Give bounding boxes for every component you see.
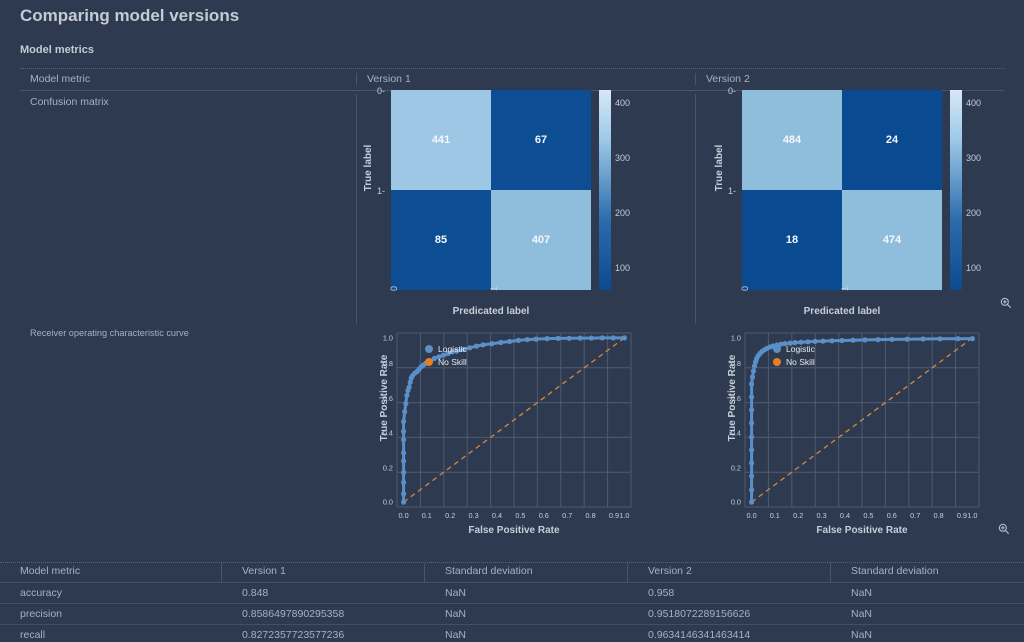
svg-text:0.7: 0.7 xyxy=(562,511,572,520)
svg-text:0.6: 0.6 xyxy=(383,394,393,403)
svg-text:0.6: 0.6 xyxy=(731,394,741,403)
svg-text:0.0: 0.0 xyxy=(399,511,409,520)
svg-text:1.0: 1.0 xyxy=(383,334,393,343)
svg-text:0.2: 0.2 xyxy=(731,464,741,473)
svg-text:0.8: 0.8 xyxy=(731,359,741,368)
svg-text:1.0: 1.0 xyxy=(731,334,741,343)
svg-text:0.7: 0.7 xyxy=(910,511,920,520)
svg-text:0.6: 0.6 xyxy=(539,511,549,520)
svg-text:0.0: 0.0 xyxy=(747,511,757,520)
svg-text:0.4: 0.4 xyxy=(492,511,502,520)
svg-text:0.6: 0.6 xyxy=(887,511,897,520)
svg-text:0.2: 0.2 xyxy=(445,511,455,520)
svg-text:0.2: 0.2 xyxy=(793,511,803,520)
svg-text:0.2: 0.2 xyxy=(383,464,393,473)
svg-text:1.0: 1.0 xyxy=(967,511,977,520)
svg-text:0.4: 0.4 xyxy=(383,429,393,438)
svg-text:0.1: 0.1 xyxy=(770,511,780,520)
svg-text:0.8: 0.8 xyxy=(586,511,596,520)
svg-text:0.1: 0.1 xyxy=(422,511,432,520)
svg-text:0.4: 0.4 xyxy=(840,511,850,520)
svg-text:0.0: 0.0 xyxy=(731,498,741,507)
svg-text:0.9: 0.9 xyxy=(609,511,619,520)
svg-text:0.3: 0.3 xyxy=(469,511,479,520)
svg-text:0.3: 0.3 xyxy=(817,511,827,520)
svg-text:0.5: 0.5 xyxy=(863,511,873,520)
svg-text:0.5: 0.5 xyxy=(515,511,525,520)
svg-text:1.0: 1.0 xyxy=(619,511,629,520)
svg-text:0.9: 0.9 xyxy=(957,511,967,520)
svg-text:0.0: 0.0 xyxy=(383,498,393,507)
svg-text:0.8: 0.8 xyxy=(934,511,944,520)
svg-text:0.8: 0.8 xyxy=(383,359,393,368)
svg-text:0.4: 0.4 xyxy=(731,429,741,438)
